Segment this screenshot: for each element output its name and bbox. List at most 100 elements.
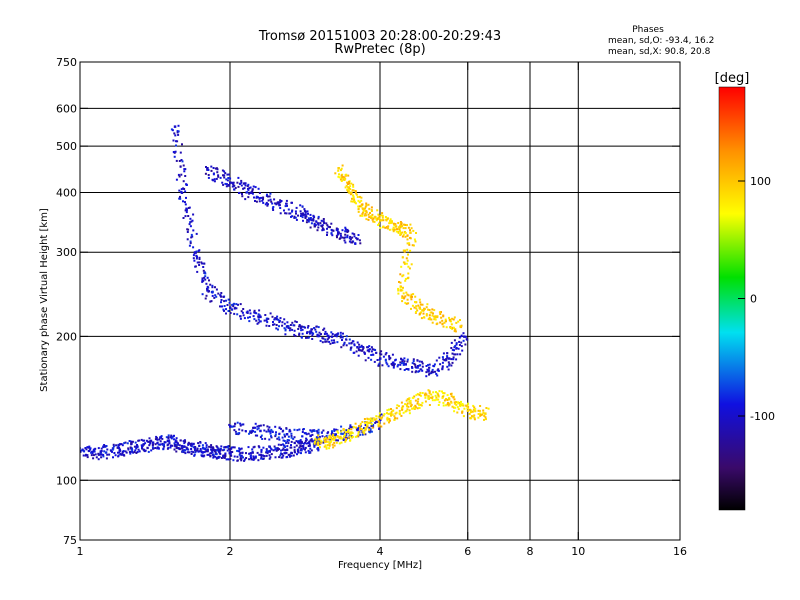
data-point <box>357 431 360 433</box>
data-point <box>432 391 435 394</box>
data-point <box>366 424 369 427</box>
data-point <box>243 187 246 190</box>
y-tick-label: 200 <box>56 330 77 343</box>
data-point <box>178 448 181 451</box>
data-point <box>214 455 217 458</box>
data-point <box>102 445 105 448</box>
data-point <box>298 324 301 326</box>
data-point <box>238 432 241 435</box>
data-point <box>333 434 336 437</box>
data-point <box>253 309 256 312</box>
data-point <box>266 193 268 196</box>
data-point <box>305 442 308 445</box>
data-point <box>175 144 177 147</box>
data-point <box>123 442 126 445</box>
data-point <box>370 423 373 426</box>
data-point <box>324 439 327 442</box>
data-point <box>473 414 476 417</box>
data-point <box>127 448 130 451</box>
data-point <box>253 311 256 314</box>
data-point <box>432 364 435 367</box>
data-point <box>364 212 367 215</box>
data-point <box>178 197 181 200</box>
data-point <box>335 439 338 442</box>
data-point <box>213 178 216 181</box>
data-point <box>331 333 334 335</box>
data-point <box>330 436 332 439</box>
data-point <box>270 435 272 438</box>
data-point <box>223 170 226 173</box>
data-point <box>446 355 449 358</box>
data-point <box>435 372 438 375</box>
data-point <box>300 329 303 332</box>
data-point <box>91 452 94 455</box>
data-point <box>403 369 406 371</box>
data-point <box>190 448 193 450</box>
data-point <box>201 444 204 447</box>
data-point <box>163 441 166 444</box>
data-point <box>135 444 139 448</box>
data-point <box>402 261 405 264</box>
data-point <box>183 188 186 190</box>
data-point <box>291 328 294 331</box>
data-point <box>237 176 240 179</box>
data-point <box>262 457 265 460</box>
data-point <box>446 356 449 359</box>
data-point <box>416 366 419 369</box>
data-point <box>311 334 314 337</box>
data-point <box>237 303 239 306</box>
data-point <box>382 225 385 228</box>
data-point <box>416 365 419 367</box>
data-point <box>343 342 346 345</box>
data-point <box>410 293 413 296</box>
data-point <box>358 349 360 352</box>
data-point <box>369 429 372 432</box>
data-point <box>440 316 443 319</box>
data-point <box>285 325 289 328</box>
data-point <box>187 448 190 451</box>
data-point <box>254 422 257 425</box>
data-point <box>264 203 267 206</box>
data-point <box>178 189 181 192</box>
data-point <box>214 451 217 454</box>
data-point <box>461 349 464 352</box>
data-point <box>458 401 461 404</box>
data-point <box>292 454 295 457</box>
data-point <box>322 228 325 231</box>
data-point <box>97 452 100 455</box>
data-point <box>225 299 227 302</box>
data-point <box>207 453 210 456</box>
data-point <box>267 195 269 198</box>
data-point <box>421 392 424 394</box>
data-point <box>453 401 456 404</box>
data-point <box>341 432 344 435</box>
data-point <box>147 450 150 453</box>
data-point <box>268 445 271 448</box>
data-point <box>283 327 286 330</box>
data-point <box>176 130 179 133</box>
data-point <box>381 364 384 367</box>
data-point <box>127 447 130 450</box>
data-point <box>455 342 458 345</box>
data-point <box>367 346 369 349</box>
data-point <box>427 389 430 392</box>
data-point <box>352 197 355 200</box>
colorbar-tick-label: 0 <box>750 293 757 306</box>
data-point <box>181 143 183 146</box>
data-point <box>255 196 258 199</box>
data-point <box>269 456 272 459</box>
data-point <box>285 451 288 454</box>
data-point <box>306 219 309 221</box>
data-point <box>364 421 366 424</box>
data-point <box>142 439 145 442</box>
data-point <box>369 431 371 434</box>
data-point <box>344 433 347 436</box>
data-point <box>351 232 354 235</box>
data-point <box>404 279 407 282</box>
data-point <box>141 447 143 450</box>
data-point <box>483 415 486 417</box>
data-point <box>364 205 367 208</box>
data-point <box>472 404 475 407</box>
data-point <box>182 164 185 167</box>
data-point <box>348 240 351 243</box>
